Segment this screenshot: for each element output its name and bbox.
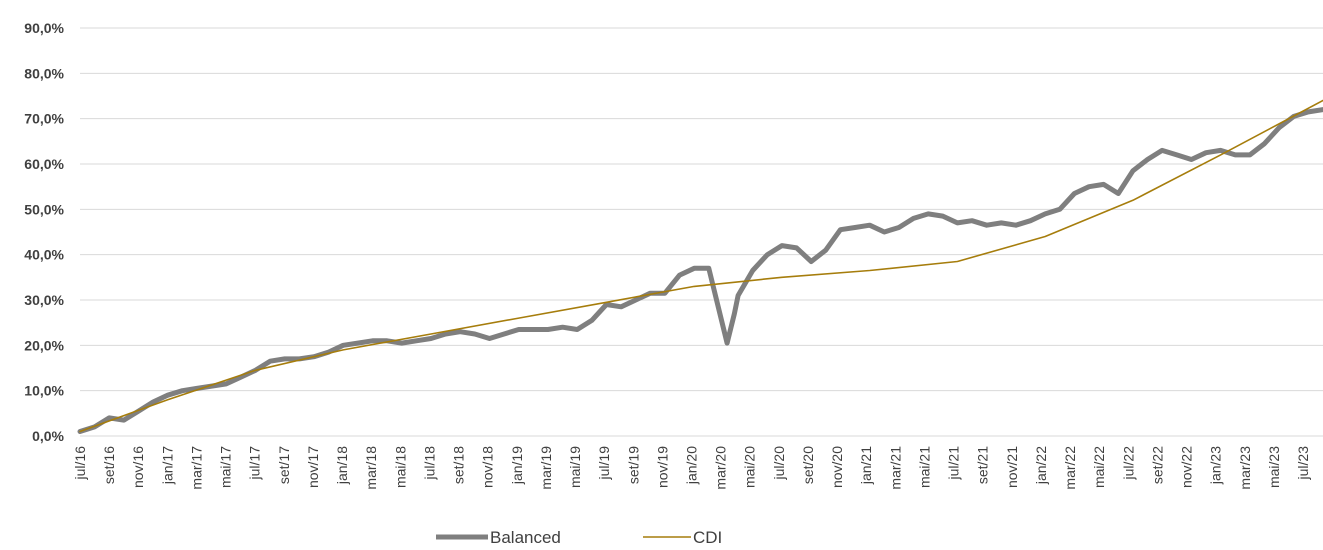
x-tick-label: jan/20 bbox=[684, 446, 700, 485]
x-tick-label: set/17 bbox=[276, 446, 292, 484]
x-tick-label: jul/19 bbox=[596, 446, 612, 481]
x-tick-label: mar/20 bbox=[713, 446, 729, 490]
x-tick-label: set/20 bbox=[800, 446, 816, 484]
y-tick-label: 30,0% bbox=[24, 292, 64, 308]
x-tick-label: nov/20 bbox=[829, 446, 845, 488]
x-tick-label: mai/21 bbox=[916, 446, 932, 488]
x-tick-label: jan/23 bbox=[1208, 446, 1224, 485]
y-axis: 0,0% 10,0% 20,0% 30,0% 40,0% 50,0% 60,0% 70,0% 8… bbox=[24, 20, 64, 444]
x-tick-label: nov/19 bbox=[654, 446, 670, 488]
x-tick-label: mai/17 bbox=[218, 446, 234, 488]
x-tick-label: jan/22 bbox=[1033, 446, 1049, 485]
y-tick-label: 40,0% bbox=[24, 247, 64, 263]
x-tick-label: mar/17 bbox=[188, 446, 204, 490]
y-tick-label: 90,0% bbox=[24, 20, 64, 36]
gridlines bbox=[80, 27, 1323, 437]
x-tick-label: nov/16 bbox=[130, 446, 146, 488]
x-tick-label: nov/18 bbox=[480, 446, 496, 488]
series-lines bbox=[77, 99, 1323, 434]
series-line-cdi bbox=[79, 99, 1323, 433]
x-tick-label: nov/21 bbox=[1004, 446, 1020, 488]
x-tick-label: jul/21 bbox=[946, 446, 962, 481]
y-tick-label: 10,0% bbox=[24, 383, 64, 399]
legend-label-cdi: CDI bbox=[693, 528, 722, 545]
x-tick-label: nov/17 bbox=[305, 446, 321, 488]
x-tick-label: nov/22 bbox=[1179, 446, 1195, 488]
x-tick-label: mai/18 bbox=[392, 446, 408, 488]
y-tick-label: 70,0% bbox=[24, 111, 64, 127]
y-tick-label: 50,0% bbox=[24, 201, 64, 217]
x-tick-label: mai/23 bbox=[1266, 446, 1282, 488]
legend: Balanced CDI bbox=[436, 528, 722, 547]
x-tick-label: jan/21 bbox=[858, 446, 874, 485]
x-tick-label: set/21 bbox=[975, 446, 991, 484]
y-tick-label: 80,0% bbox=[24, 65, 64, 81]
x-tick-label: jul/16 bbox=[72, 446, 88, 481]
x-tick-label: jul/23 bbox=[1295, 446, 1311, 481]
series-line-balanced bbox=[77, 107, 1323, 434]
x-tick-label: jan/18 bbox=[334, 446, 350, 485]
x-tick-label: mar/23 bbox=[1237, 446, 1253, 490]
x-tick-label: mar/18 bbox=[363, 446, 379, 490]
x-tick-label: mar/21 bbox=[887, 446, 903, 490]
x-tick-label: jan/19 bbox=[509, 446, 525, 485]
x-tick-label: jul/17 bbox=[247, 446, 263, 481]
x-tick-label: jul/18 bbox=[421, 446, 437, 481]
x-tick-label: mai/22 bbox=[1091, 446, 1107, 488]
x-axis: jul/16 set/16 nov/16 jan/17 mar/17 mai/17 jul/… bbox=[72, 446, 1311, 490]
x-tick-label: mar/22 bbox=[1062, 446, 1078, 490]
y-tick-label: 20,0% bbox=[24, 337, 64, 353]
x-tick-label: set/22 bbox=[1149, 446, 1165, 484]
x-tick-label: jul/22 bbox=[1120, 446, 1136, 481]
x-tick-label: mar/19 bbox=[538, 446, 554, 490]
x-tick-label: set/18 bbox=[451, 446, 467, 484]
legend-label-balanced: Balanced bbox=[490, 528, 561, 545]
x-tick-label: mai/20 bbox=[742, 446, 758, 488]
x-tick-label: mai/19 bbox=[567, 446, 583, 488]
x-tick-label: jul/20 bbox=[771, 446, 787, 481]
x-tick-label: set/19 bbox=[625, 446, 641, 484]
x-tick-label: jan/17 bbox=[159, 446, 175, 485]
y-tick-label: 0,0% bbox=[32, 428, 64, 444]
y-tick-label: 60,0% bbox=[24, 156, 64, 172]
x-tick-label: set/16 bbox=[101, 446, 117, 484]
